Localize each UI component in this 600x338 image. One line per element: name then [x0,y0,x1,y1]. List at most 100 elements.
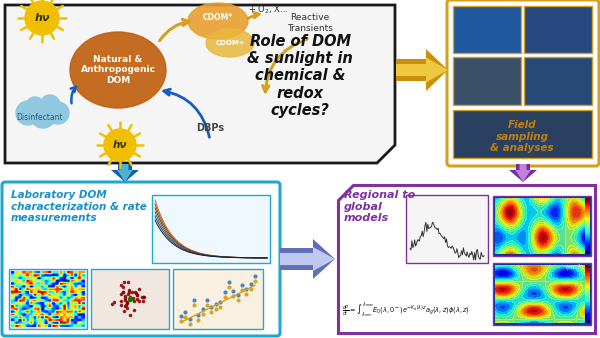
FancyArrow shape [396,49,448,91]
Point [198,306,208,312]
Point [211,301,221,307]
Point [121,304,130,309]
Point [118,289,128,294]
Text: + O$_2$, X...: + O$_2$, X... [248,4,288,16]
Text: Natural &
Anthropogenic
DOM: Natural & Anthropogenic DOM [80,55,155,85]
Text: $\frac{dP}{dt} = \int_{\lambda_{min}}^{\lambda_{max}} E_0(\lambda,0^-)e^{-K_d(\l: $\frac{dP}{dt} = \int_{\lambda_{min}}^{\… [342,300,470,320]
Point [224,279,233,285]
Point [220,290,229,295]
Point [229,289,238,294]
Point [125,312,134,318]
PathPatch shape [5,5,395,163]
Bar [524,6,592,53]
Point [120,295,130,300]
Text: Regional to
global
models: Regional to global models [344,190,415,223]
Circle shape [30,102,56,128]
Point [176,313,186,319]
Point [120,297,130,302]
Point [107,301,116,307]
Point [138,298,148,303]
Point [194,313,203,318]
FancyBboxPatch shape [447,0,599,166]
Circle shape [25,1,59,35]
PathPatch shape [338,185,595,333]
Point [119,280,129,285]
Point [202,303,212,308]
Point [122,300,131,306]
Point [118,284,127,290]
Point [250,273,260,279]
Bar [91,269,169,329]
Ellipse shape [206,29,254,57]
Text: DBPs: DBPs [196,123,224,133]
Point [206,304,216,310]
Bar [453,110,592,158]
Bar [173,269,263,329]
FancyArrow shape [396,57,448,82]
FancyArrow shape [118,164,133,182]
Point [128,295,137,301]
Text: Role of DOM
& sunlight in
chemical &
redox
cycles?: Role of DOM & sunlight in chemical & red… [247,34,353,118]
Text: hν: hν [34,13,50,23]
Bar [9,269,87,329]
Bar [453,57,521,105]
Circle shape [104,129,136,161]
Point [129,299,139,304]
Text: CDOM+: CDOM+ [215,40,245,46]
Circle shape [40,95,60,115]
Point [125,296,135,302]
Point [176,318,186,324]
Text: Reactive
Transients: Reactive Transients [287,13,333,33]
Point [131,290,141,296]
Ellipse shape [188,3,248,39]
Point [134,286,144,292]
Point [116,292,126,297]
Point [120,294,130,299]
Circle shape [26,97,44,115]
Point [237,282,247,288]
Point [241,286,251,291]
Point [133,292,142,298]
Point [185,321,194,327]
Point [124,287,134,293]
Point [118,289,128,295]
FancyArrow shape [111,164,139,182]
Point [124,290,133,295]
Point [130,289,139,295]
Text: Disinfectant: Disinfectant [17,114,64,122]
Point [246,286,256,292]
Point [116,283,126,288]
Point [237,287,247,293]
Point [241,291,251,296]
Point [211,307,221,312]
Bar [152,195,270,263]
Point [220,295,229,300]
Point [132,296,142,301]
Point [139,295,149,300]
Point [185,316,194,322]
Point [121,302,131,308]
FancyArrow shape [280,247,335,271]
Point [109,299,118,305]
Circle shape [16,101,40,125]
Point [233,297,242,303]
Circle shape [47,102,69,124]
FancyArrow shape [515,164,531,182]
Point [130,308,139,313]
Point [116,299,126,304]
Text: CDOM*: CDOM* [203,13,233,22]
Text: [P]: [P] [539,197,547,202]
Point [224,284,233,290]
Point [233,292,242,298]
Point [215,304,225,309]
Point [122,306,132,311]
Bar [493,196,591,256]
FancyArrow shape [509,164,537,182]
Point [250,279,260,284]
Point [181,315,190,320]
Point [134,298,144,304]
Bar [453,6,521,53]
FancyArrow shape [280,239,335,279]
Text: Laboratory DOM
characterization & rate
measurements: Laboratory DOM characterization & rate m… [11,190,147,223]
Point [137,294,146,299]
